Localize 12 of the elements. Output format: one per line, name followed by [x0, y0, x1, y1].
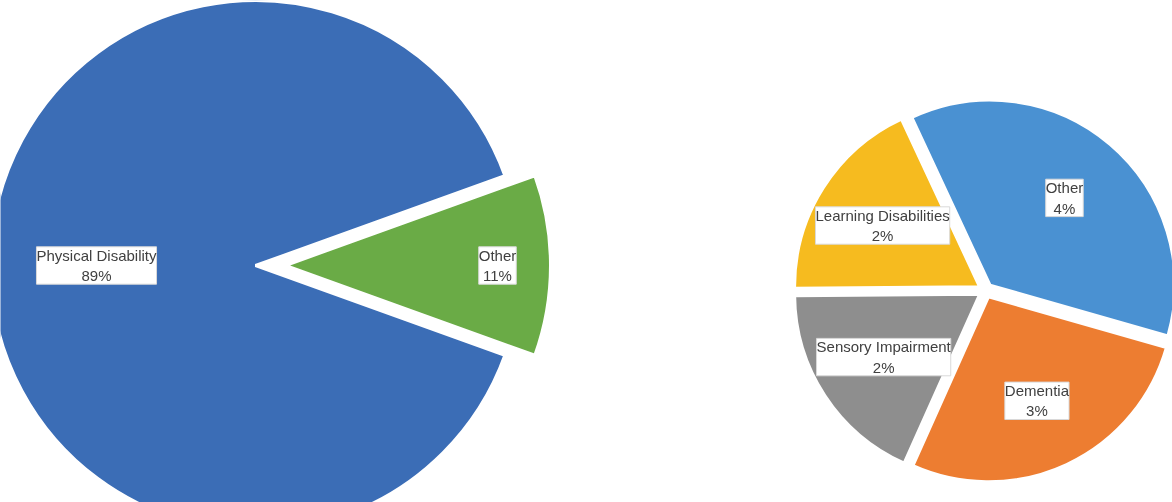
data-label: 89%	[81, 267, 112, 285]
slice-label: Learning Disabilities	[815, 206, 950, 224]
data-label: 4%	[1053, 199, 1076, 217]
data-label: 2%	[871, 227, 894, 245]
data-label: 3%	[1026, 402, 1048, 420]
slice-label: Other	[478, 246, 517, 264]
slice-label: Sensory Impairment	[816, 338, 952, 356]
slice-label: Dementia	[1004, 382, 1070, 400]
slice-label: Other	[1045, 179, 1084, 197]
slice-label: Physical Disability	[36, 246, 158, 264]
data-label: 11%	[483, 267, 512, 285]
data-label: 2%	[872, 358, 895, 376]
